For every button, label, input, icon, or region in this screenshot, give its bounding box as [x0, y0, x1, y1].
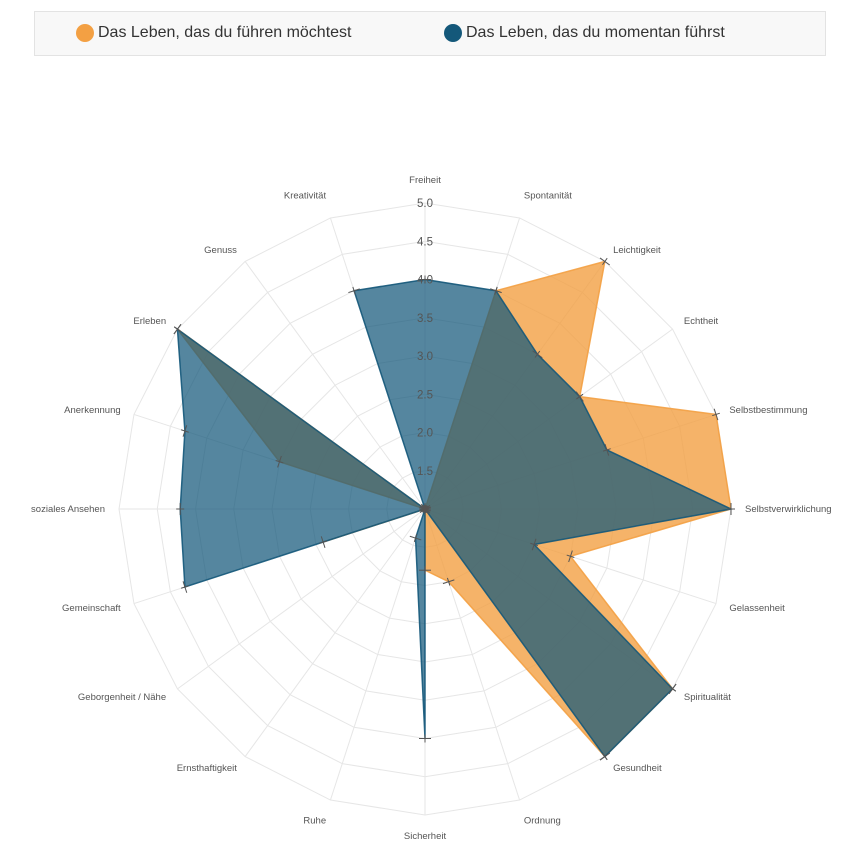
axis-label: Spontanität	[524, 191, 572, 202]
legend-label: Das Leben, das du momentan führst	[466, 24, 725, 41]
data-point-marker	[669, 686, 677, 692]
chart-legend: Das Leben, das du führen möchtest Das Le…	[34, 11, 826, 56]
axis-label: Anerkennung	[64, 405, 121, 416]
legend-item-current-life[interactable]: Das Leben, das du momentan führst	[444, 24, 725, 42]
axis-label: Echtheit	[684, 316, 719, 327]
data-point-marker	[413, 534, 418, 543]
axis-label: soziales Ansehen	[31, 504, 105, 515]
tick-label: 2.0	[417, 428, 433, 440]
tick-label: 4.0	[417, 275, 433, 287]
legend-label: Das Leben, das du führen möchtest	[98, 24, 352, 41]
grid-spoke	[244, 508, 426, 757]
axis-label: Freiheit	[409, 175, 441, 186]
data-point-marker	[422, 505, 428, 513]
axis-label: Kreativität	[284, 191, 327, 202]
data-point-marker	[352, 286, 356, 295]
axis-label: Erleben	[133, 316, 166, 327]
axis-label: Leichtigkeit	[613, 245, 661, 256]
data-point-marker	[566, 554, 575, 558]
tick-label: 4.5	[417, 236, 433, 248]
grid-spoke	[177, 508, 426, 690]
tick-label: 5.0	[417, 198, 433, 210]
tick-label: 3.5	[417, 313, 433, 325]
legend-swatch-blue	[444, 24, 462, 42]
data-point-marker	[530, 542, 539, 547]
axis-label: Spiritualität	[684, 692, 731, 703]
axis-label: Ernsthaftigkeit	[177, 763, 238, 774]
data-point-marker	[180, 585, 189, 589]
axis-label: Genuss	[204, 245, 237, 256]
legend-item-wanted-life[interactable]: Das Leben, das du führen möchtest	[76, 24, 352, 42]
grid-spoke	[244, 261, 426, 510]
tick-label: 3.0	[417, 351, 433, 363]
axis-label: Gesundheit	[613, 763, 662, 774]
legend-swatch-orange	[76, 24, 94, 42]
data-point-marker	[180, 429, 189, 433]
series-area-1	[176, 278, 734, 758]
axis-label: Gelassenheit	[729, 603, 785, 614]
data-point-marker	[446, 577, 451, 586]
data-point-marker	[173, 326, 181, 332]
data-point-marker	[275, 460, 284, 464]
axis-label: Ordnung	[524, 815, 561, 826]
data-point-marker	[602, 448, 611, 452]
axis-label: Sicherheit	[404, 831, 447, 842]
axis-label: Selbstverwirklichung	[745, 504, 832, 515]
axis-label: Geborgenheit / Nähe	[78, 692, 166, 703]
axis-label: Selbstbestimmung	[729, 405, 807, 416]
data-point-marker	[602, 257, 608, 265]
data-point-marker	[602, 753, 608, 761]
axis-label: Gemeinschaft	[62, 603, 121, 614]
data-point-marker	[534, 350, 541, 358]
data-point-marker	[319, 540, 328, 544]
data-point-marker	[494, 286, 498, 295]
tick-label: 2.5	[417, 389, 433, 401]
axis-label: Ruhe	[303, 815, 326, 826]
data-point-marker	[576, 393, 584, 400]
tick-label: 1.5	[417, 466, 433, 478]
grid-spoke	[329, 508, 426, 801]
data-point-marker	[712, 412, 720, 417]
